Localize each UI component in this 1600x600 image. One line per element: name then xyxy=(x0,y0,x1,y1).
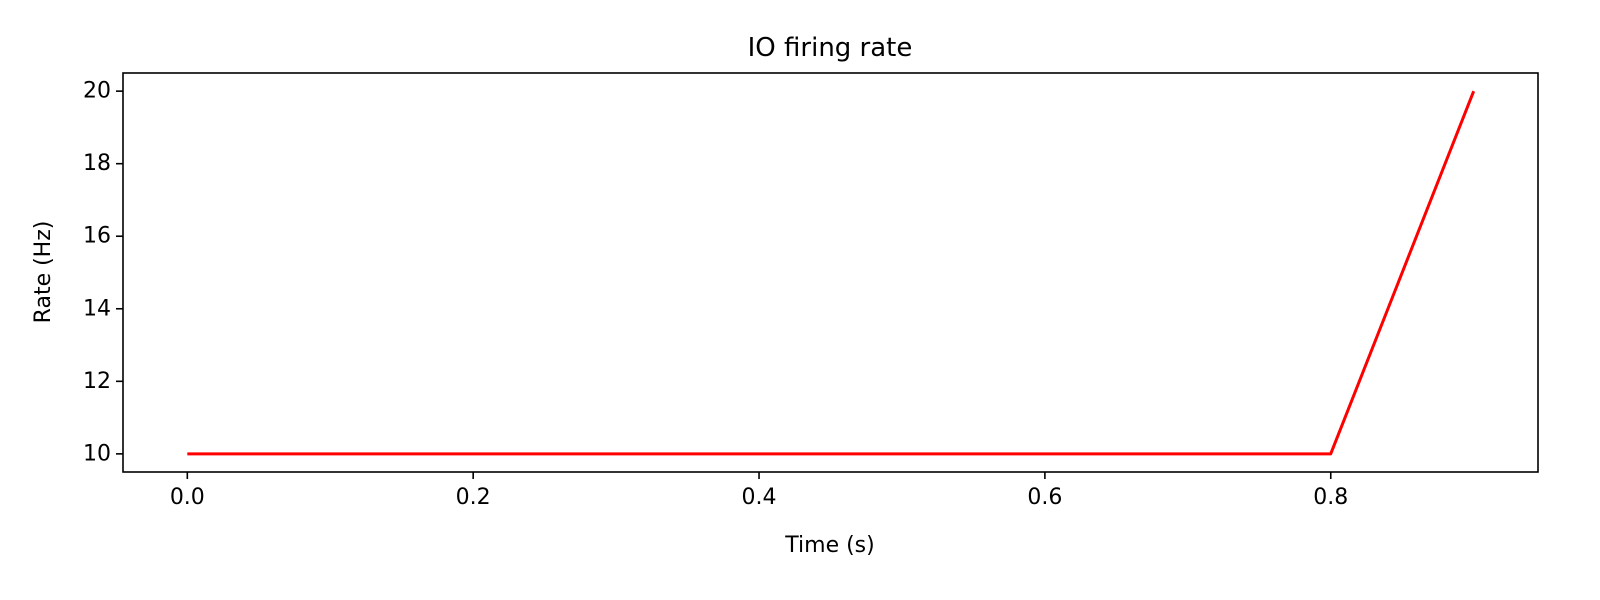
x-tick-label: 0.6 xyxy=(1027,485,1062,510)
x-tick-label: 0.8 xyxy=(1313,485,1348,510)
y-axis-ticks: 10 12 14 16 18 20 xyxy=(83,79,123,466)
x-tick-label: 0.0 xyxy=(170,485,205,510)
plot-area-frame xyxy=(122,72,1539,473)
x-tick-label: 0.4 xyxy=(742,485,777,510)
y-axis-label: Rate (Hz) xyxy=(31,221,56,324)
series-layer xyxy=(187,90,1476,456)
y-tick-label: 12 xyxy=(83,369,111,394)
chart-title: IO firing rate xyxy=(748,33,913,63)
series-line xyxy=(187,90,1476,456)
x-axis-label: Time (s) xyxy=(784,533,874,558)
y-tick-label: 20 xyxy=(83,79,111,104)
y-tick-label: 14 xyxy=(83,296,111,321)
y-tick-label: 16 xyxy=(83,224,111,249)
y-tick-label: 18 xyxy=(83,151,111,176)
y-tick-label: 10 xyxy=(83,441,111,466)
x-tick-label: 0.2 xyxy=(456,485,491,510)
x-axis-ticks: 0.0 0.2 0.4 0.6 0.8 xyxy=(170,472,1348,510)
